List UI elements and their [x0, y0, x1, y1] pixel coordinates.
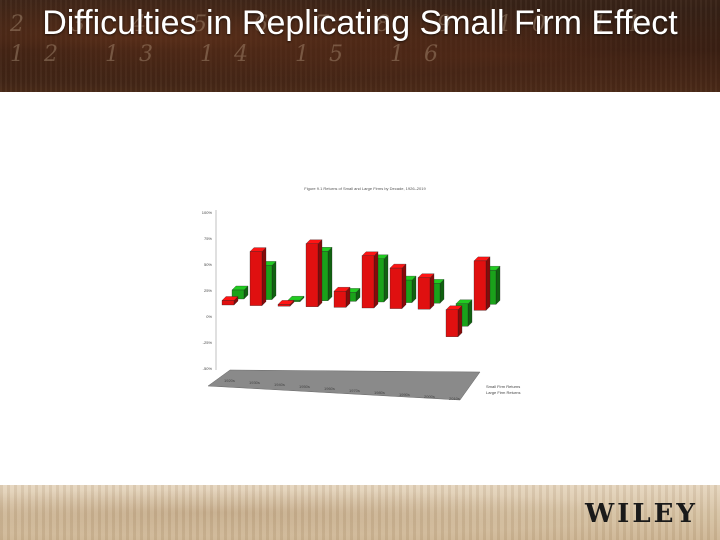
- bar: [417, 277, 431, 310]
- x-tick-label: 1990s: [399, 392, 410, 397]
- bar-side: [485, 256, 491, 311]
- y-tick-label: 25%: [203, 288, 212, 293]
- bar-side: [317, 239, 323, 308]
- background-numbers-row: 2 3 4 5 6 7 8 9 10 11 12 13 14 15 16: [10, 12, 661, 67]
- bar-side: [383, 254, 389, 303]
- footer-band: WILEY: [0, 485, 720, 540]
- bar-side: [467, 299, 473, 327]
- chart-title: Figure 9.1 Returns of Small and Large Fi…: [304, 186, 426, 191]
- bar: [249, 251, 263, 306]
- bar-side: [373, 251, 379, 309]
- x-tick-label: 1960s: [324, 386, 335, 391]
- chart-floor: [207, 369, 481, 401]
- bar-side: [401, 263, 407, 309]
- bar: [305, 243, 319, 307]
- y-tick-label: 0%: [206, 314, 212, 319]
- x-tick-label: 1920s: [224, 378, 235, 383]
- y-tick-label: 50%: [203, 262, 212, 267]
- wiley-logo: WILEY: [584, 499, 698, 529]
- bar: [389, 267, 403, 309]
- y-tick-label: -50%: [202, 366, 212, 371]
- bar: [473, 260, 487, 311]
- x-tick-label: 2000s: [424, 394, 435, 399]
- x-tick-label: 1980s: [374, 390, 385, 395]
- chart-image: Figure 9.1 Returns of Small and Large Fi…: [190, 180, 550, 420]
- bar-chart-3d: [207, 210, 501, 401]
- legend-item-large: Large Firm Returns: [486, 390, 521, 395]
- y-tick-label: 100%: [201, 210, 212, 215]
- bar-side: [457, 305, 463, 338]
- x-tick-label: 1970s: [349, 388, 360, 393]
- bar: [277, 304, 291, 307]
- slide-title: Difficulties in Replicating Small Firm E…: [42, 4, 678, 42]
- y-tick-label: 75%: [203, 236, 212, 241]
- background-numbers: 2 3 4 5 6 7 8 9 10 11 12 13 14 15 16: [10, 10, 710, 80]
- bar-side: [271, 261, 277, 300]
- bar: [361, 255, 375, 309]
- bar: [333, 291, 347, 308]
- bar-side: [429, 273, 435, 310]
- x-tick-label: 2010s: [449, 396, 460, 401]
- bar-side: [411, 275, 417, 303]
- bar: [221, 300, 235, 306]
- x-tick-label: 1930s: [249, 380, 260, 385]
- chart-legend: Small Firm Returns Large Firm Returns: [486, 384, 520, 396]
- x-tick-label: 1950s: [299, 384, 310, 389]
- bar-side: [327, 246, 333, 302]
- bar-side: [495, 265, 501, 305]
- header-band: 2 3 4 5 6 7 8 9 10 11 12 13 14 15 16 Dif…: [0, 0, 720, 92]
- x-tick-label: 1940s: [274, 382, 285, 387]
- bar: [445, 309, 459, 337]
- y-tick-label: -25%: [202, 340, 212, 345]
- bar-side: [261, 247, 267, 306]
- legend-item-small: Small Firm Returns: [486, 384, 521, 389]
